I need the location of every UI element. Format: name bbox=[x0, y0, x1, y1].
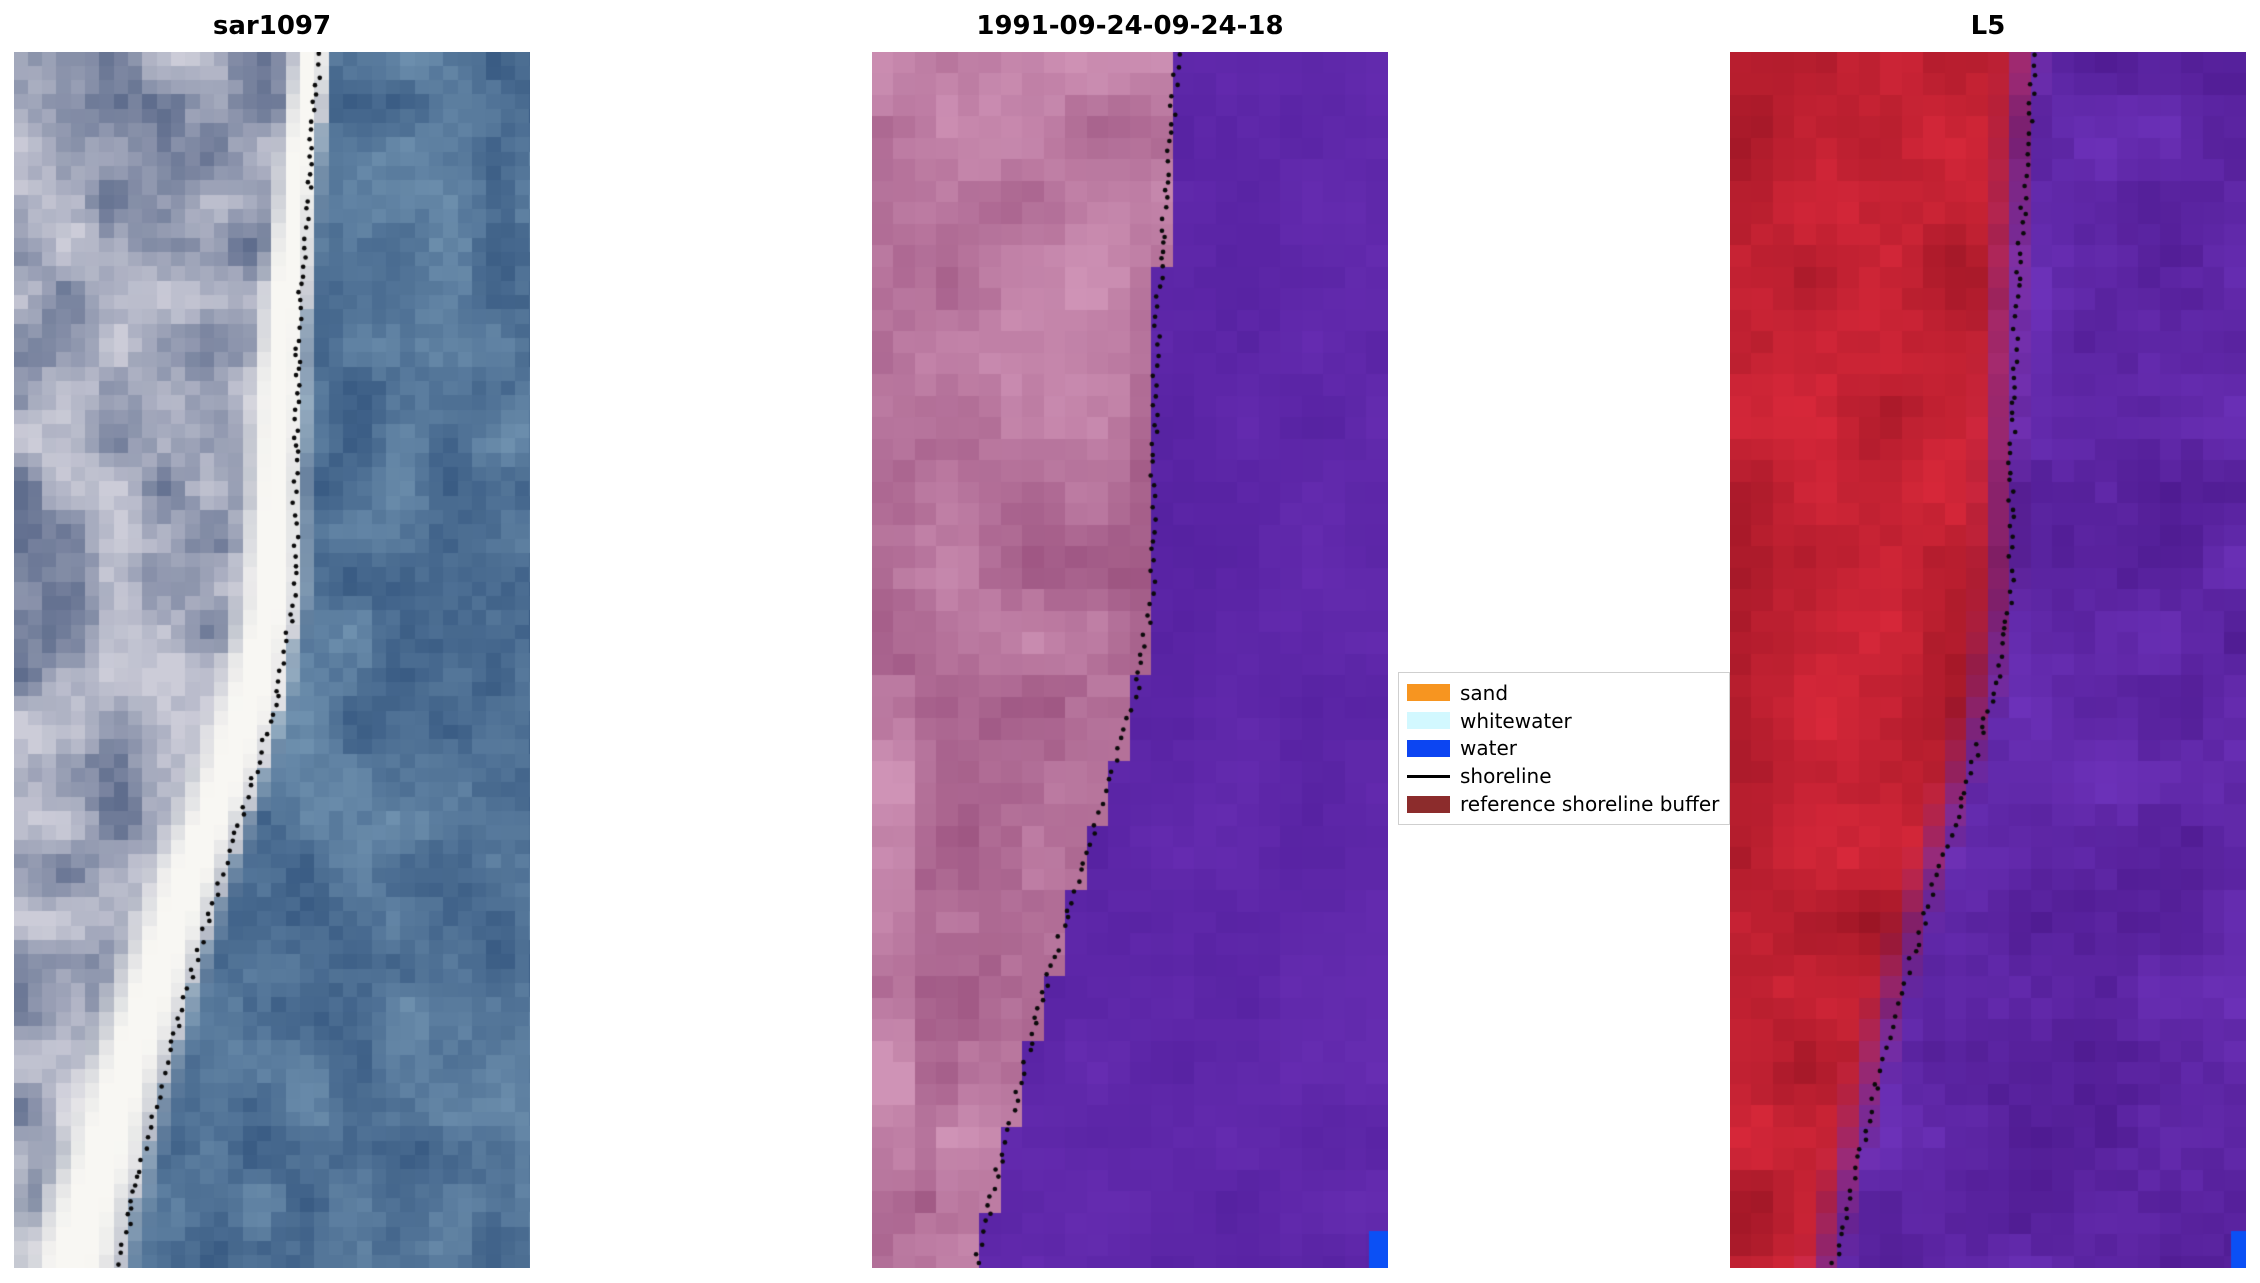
legend-label-shoreline: shoreline bbox=[1460, 764, 1552, 789]
legend-item-water: water bbox=[1407, 735, 1727, 763]
panel-title-l5: L5 bbox=[1970, 11, 2006, 41]
legend-label-whitewater: whitewater bbox=[1460, 708, 1572, 733]
sand-swatch bbox=[1407, 684, 1450, 702]
shoreline-line-swatch bbox=[1407, 774, 1450, 778]
legend-label-water: water bbox=[1460, 736, 1517, 761]
sar-image bbox=[14, 52, 530, 1268]
legend: sand whitewater water shoreline referenc… bbox=[1398, 672, 1730, 825]
legend-label-reference-buffer: reference shoreline buffer bbox=[1460, 792, 1720, 817]
whitewater-swatch bbox=[1407, 712, 1450, 730]
l5-image bbox=[1730, 52, 2246, 1268]
legend-item-reference-buffer: reference shoreline buffer bbox=[1407, 790, 1727, 818]
legend-label-sand: sand bbox=[1460, 680, 1509, 705]
classified-image bbox=[872, 52, 1388, 1268]
legend-item-shoreline: shoreline bbox=[1407, 762, 1727, 790]
legend-item-whitewater: whitewater bbox=[1407, 707, 1727, 735]
panel-title-classified: 1991-09-24-09-24-18 bbox=[976, 11, 1284, 41]
legend-item-sand: sand bbox=[1407, 679, 1727, 707]
water-swatch bbox=[1407, 739, 1450, 757]
panel-title-sar1097: sar1097 bbox=[212, 11, 332, 41]
reference-buffer-swatch bbox=[1407, 795, 1450, 813]
